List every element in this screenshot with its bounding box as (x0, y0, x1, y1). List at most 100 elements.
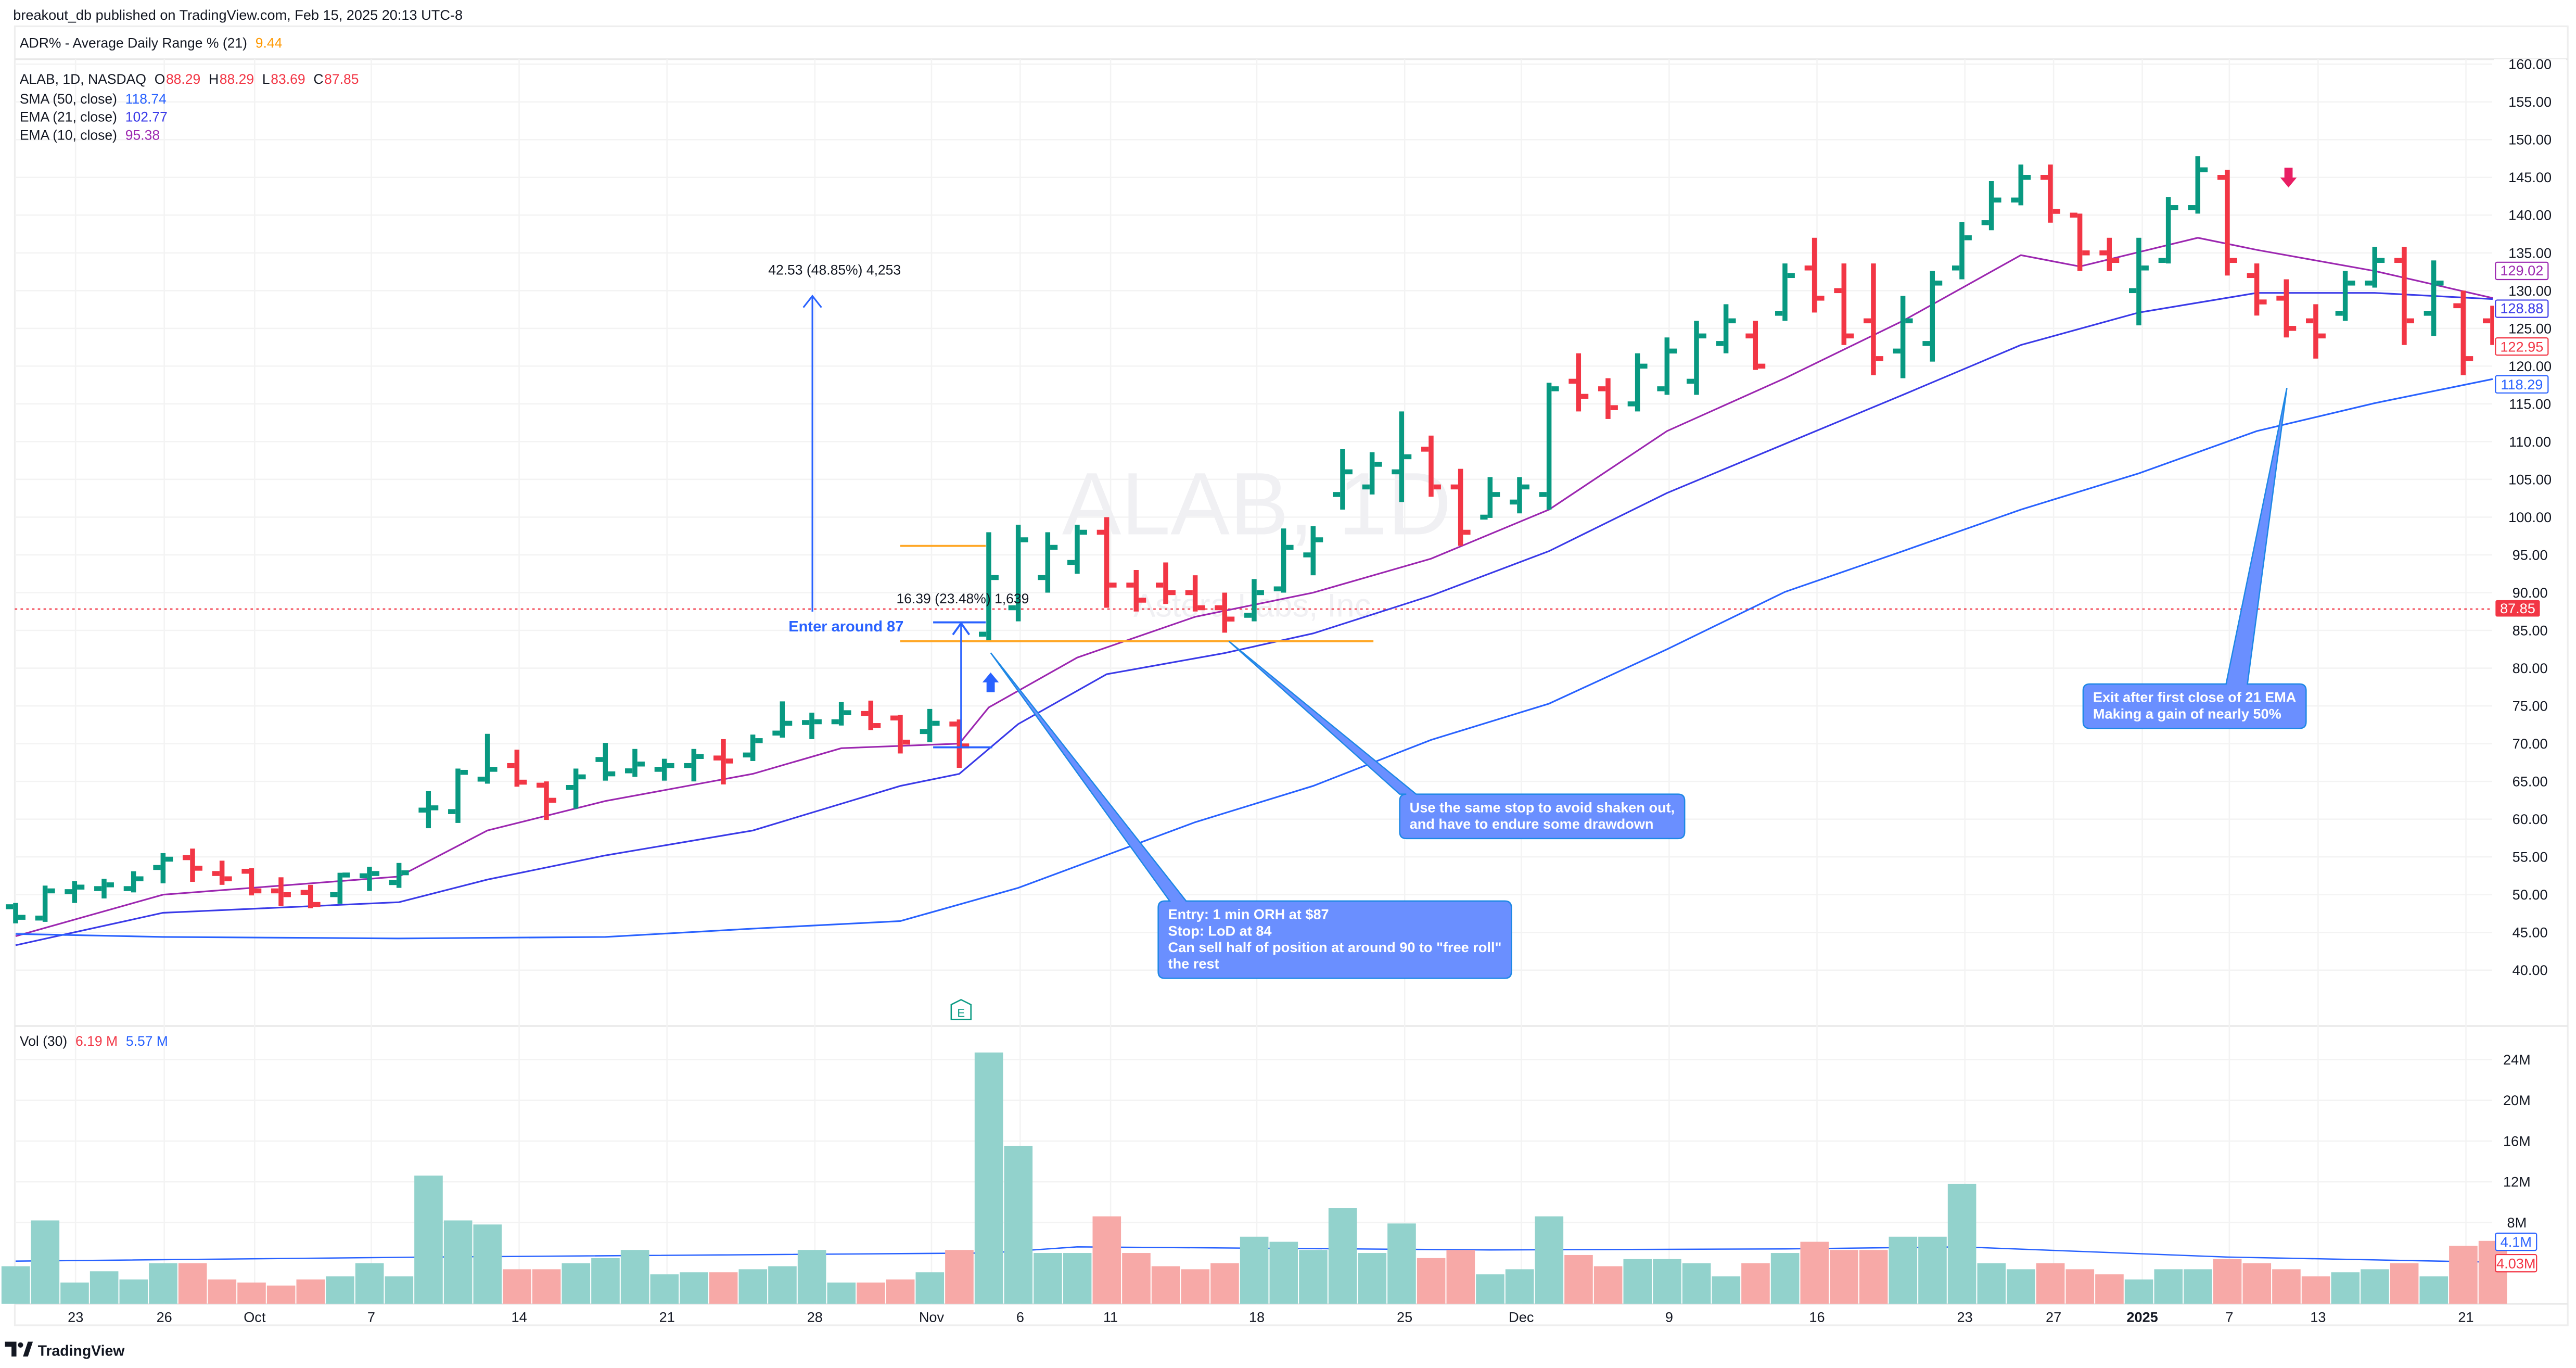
volume-tick-label: 24M (2503, 1052, 2531, 1068)
time-tick-label[interactable]: 21 (2458, 1309, 2473, 1325)
ohlc-bar (448, 768, 468, 823)
ohlc-bar (477, 733, 498, 784)
measure-small[interactable]: 16.39 (23.48%) 1,639 (896, 591, 1029, 749)
time-tick-label[interactable]: 21 (659, 1309, 675, 1325)
earnings-marker[interactable]: E (950, 999, 972, 1020)
volume-bar (1328, 1208, 1357, 1304)
entry-callout[interactable]: Entry: 1 min ORH at $87 Stop: LoD at 84 … (990, 652, 1512, 979)
bar-close-tick (136, 876, 144, 881)
time-tick-label[interactable]: 7 (2225, 1309, 2233, 1325)
time-tick-label[interactable]: 2025 (2126, 1309, 2158, 1325)
volume-bar (1240, 1236, 1269, 1304)
sma50-label[interactable]: SMA (50, close) (20, 91, 117, 107)
ohlc-bar (2335, 271, 2355, 321)
time-tick-label[interactable]: 23 (68, 1309, 83, 1325)
time-tick-label[interactable]: 27 (2046, 1309, 2061, 1325)
bar-open-tick (2158, 258, 2166, 263)
bar-range (1487, 477, 1493, 518)
price-tick-label: 70.00 (2513, 736, 2548, 752)
stop-callout[interactable]: Use the same stop to avoid shaken out, a… (1228, 640, 1686, 840)
volume-bar (1476, 1274, 1504, 1304)
bar-open-tick (1598, 386, 1606, 391)
ohlc-bar (1362, 452, 1382, 495)
time-tick-label[interactable]: 25 (1397, 1309, 1412, 1325)
ohlc-bar (537, 781, 556, 820)
moving-averages (15, 237, 2493, 1263)
time-tick-label[interactable]: Nov (919, 1309, 945, 1325)
volume-bar (1653, 1259, 1681, 1304)
time-tick-label[interactable]: Dec (1509, 1309, 1534, 1325)
time-tick-label[interactable]: 28 (807, 1309, 823, 1325)
time-tick-label[interactable]: 6 (1016, 1309, 1024, 1325)
time-tick-label[interactable]: 26 (157, 1309, 172, 1325)
bar-close-tick (1935, 281, 1943, 286)
ohlc-bar (389, 863, 409, 888)
bar-range (1458, 468, 1463, 546)
price-tick-label: 80.00 (2513, 660, 2548, 676)
bar-range (308, 884, 313, 908)
time-tick-label[interactable]: 23 (1957, 1309, 1973, 1325)
ohlc-bar (1273, 528, 1294, 593)
volume-bar (620, 1250, 649, 1304)
bar-range (603, 743, 608, 781)
sma50-value: 118.74 (125, 91, 167, 107)
volume-last-tag: 4.03M (2496, 1255, 2535, 1271)
bar-close-tick (2229, 258, 2237, 263)
bar-open-tick (2041, 175, 2048, 180)
price-tick-label: 145.00 (2508, 169, 2552, 185)
ohlc-bar (2247, 263, 2267, 316)
tradingview-logo[interactable]: TradingView (5, 1341, 125, 1359)
time-tick-label[interactable]: 9 (1665, 1309, 1673, 1325)
bar-open-tick (1539, 492, 1547, 497)
bar-range (2284, 279, 2289, 338)
price-tick-label: 95.00 (2513, 547, 2548, 563)
bar-close-tick (1374, 462, 1382, 467)
ohlc-bar (1568, 353, 1589, 412)
volume-bar (1210, 1263, 1239, 1304)
time-axis-labels[interactable]: 23 26 Oct 7 14 21 28 Nov 6 11 18 25 Dec 9 16 23 27 2025 7 1… (68, 1309, 2473, 1325)
volume-bar (473, 1224, 502, 1304)
ohlc-bar (1598, 378, 1618, 419)
time-tick-label[interactable]: 13 (2310, 1309, 2326, 1325)
bar-close-tick (1610, 405, 1618, 410)
volume-ma-line (15, 1246, 2493, 1263)
bar-close-tick (725, 758, 733, 764)
bar-open-tick (123, 886, 131, 891)
price-axis[interactable] (2494, 59, 2567, 1024)
earnings-icon: E (957, 1007, 965, 1020)
ohlc-bar (1333, 449, 1353, 510)
bar-open-tick (2217, 175, 2225, 180)
time-tick-label[interactable]: 11 (1103, 1309, 1118, 1325)
bar-range (1340, 449, 1345, 510)
enter-note[interactable]: Enter around 87 (788, 618, 903, 635)
bar-range (2460, 290, 2466, 375)
volume-bar (266, 1285, 296, 1304)
measure-big[interactable]: 42.53 (48.85%) 4,253 (768, 262, 901, 612)
bar-range (2402, 247, 2407, 345)
arrow-down-icon[interactable] (2280, 168, 2297, 188)
time-tick-label[interactable]: 16 (1809, 1309, 1825, 1325)
bar-range (249, 868, 254, 896)
ohlc-bar (1392, 411, 1412, 502)
time-tick-label[interactable]: 7 (367, 1309, 375, 1325)
time-tick-label[interactable]: 18 (1249, 1309, 1265, 1325)
bar-open-tick (1038, 575, 1045, 580)
ohlc-bar (2453, 290, 2473, 375)
volume-bar (2213, 1259, 2242, 1304)
ohlc-bar (300, 884, 321, 908)
time-tick-label[interactable]: 14 (511, 1309, 527, 1325)
time-tick-label[interactable]: Oct (244, 1309, 266, 1325)
ema21-label[interactable]: EMA (21, close) (20, 109, 117, 125)
bar-range (1900, 296, 1906, 378)
bar-range (1192, 575, 1198, 612)
exit-callout[interactable]: Exit after first close of 21 EMA Making … (2082, 388, 2307, 729)
bar-open-tick (1864, 318, 1871, 324)
ema10-label[interactable]: EMA (10, close) (20, 127, 117, 143)
arrow-up-icon[interactable] (982, 672, 999, 692)
volume-bar (60, 1282, 89, 1304)
volume-bar (1947, 1184, 1976, 1304)
bar-open-tick (1745, 333, 1753, 339)
bar-open-tick (2011, 197, 2019, 203)
bar-open-tick (65, 889, 72, 894)
